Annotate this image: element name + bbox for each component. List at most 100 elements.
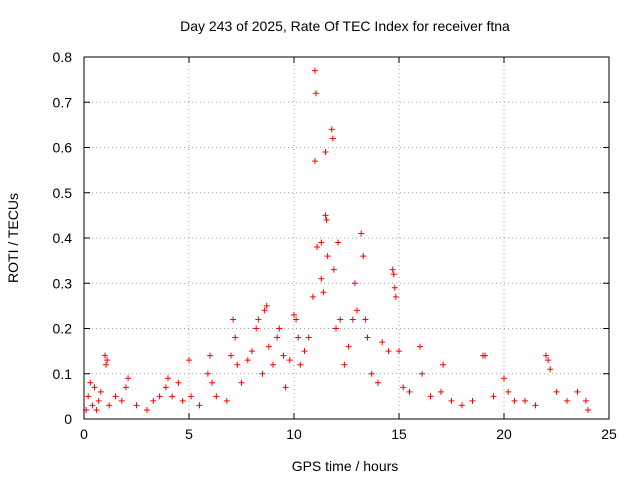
x-tick-label: 20 <box>496 426 512 442</box>
data-point <box>312 158 318 165</box>
data-point <box>186 357 192 364</box>
data-point <box>133 402 140 409</box>
data-point <box>249 348 255 355</box>
data-point <box>204 370 211 377</box>
data-points <box>83 67 591 413</box>
data-point <box>102 352 108 359</box>
y-tick-label: 0.5 <box>53 185 73 201</box>
gridlines <box>84 57 609 419</box>
data-point <box>328 126 335 133</box>
data-point <box>419 370 426 377</box>
x-tick-label: 10 <box>286 426 302 442</box>
data-point <box>505 388 512 395</box>
data-point <box>244 357 251 364</box>
data-point <box>390 271 397 278</box>
data-point <box>501 375 507 382</box>
data-point <box>545 357 552 364</box>
data-point <box>532 402 539 409</box>
data-point <box>282 384 289 391</box>
data-point <box>207 352 213 359</box>
data-point <box>223 397 230 404</box>
data-point <box>196 402 203 409</box>
data-point <box>400 384 407 391</box>
data-point <box>459 402 465 409</box>
y-tick-label: 0.4 <box>53 230 73 246</box>
data-point <box>305 334 312 341</box>
data-point <box>259 370 266 377</box>
data-point <box>564 397 570 404</box>
data-point <box>179 397 186 404</box>
data-point <box>582 397 589 404</box>
data-point <box>85 393 92 400</box>
chart-title: Day 243 of 2025, Rate Of TEC Index for r… <box>180 18 510 34</box>
data-point <box>297 361 304 368</box>
data-point <box>385 348 392 355</box>
data-point <box>333 325 339 332</box>
y-tick-label: 0.7 <box>53 94 73 110</box>
data-point <box>320 289 327 296</box>
data-point <box>427 393 434 400</box>
data-point <box>106 402 113 409</box>
data-point <box>368 370 375 377</box>
data-point <box>553 388 560 395</box>
data-point <box>585 406 591 413</box>
data-point <box>547 366 554 373</box>
data-point <box>543 352 549 359</box>
data-point <box>188 393 195 400</box>
data-point <box>396 348 402 355</box>
data-point <box>312 67 318 74</box>
data-point <box>392 293 399 300</box>
data-point <box>104 357 111 364</box>
data-point <box>293 316 300 323</box>
y-tick-label: 0 <box>64 411 72 427</box>
data-point <box>322 149 329 156</box>
data-point <box>490 393 497 400</box>
data-point <box>144 406 150 413</box>
data-point <box>169 393 176 400</box>
data-point <box>349 316 356 323</box>
data-point <box>337 316 344 323</box>
data-point <box>232 334 239 341</box>
axis-ticks: 0 5 10 15 20 25 0 0.1 0.2 0.3 0.4 0.5 0.6 0.7 0.8 <box>53 49 617 442</box>
y-tick-label: 0.1 <box>53 366 73 382</box>
data-point <box>329 135 336 142</box>
data-point <box>314 244 321 251</box>
data-point <box>389 266 396 273</box>
data-point <box>345 343 352 350</box>
data-point <box>522 397 528 404</box>
data-point <box>318 239 325 246</box>
data-point <box>150 397 157 404</box>
data-point <box>123 384 129 391</box>
data-point <box>335 239 342 246</box>
data-point <box>295 334 302 341</box>
data-point <box>165 375 171 382</box>
y-tick-label: 0.2 <box>53 321 73 337</box>
data-point <box>469 397 476 404</box>
data-point <box>274 334 281 341</box>
data-point <box>95 397 102 404</box>
data-point <box>364 334 371 341</box>
x-tick-label: 15 <box>391 426 407 442</box>
data-point <box>322 212 329 219</box>
data-point <box>448 397 455 404</box>
data-point <box>362 316 369 323</box>
y-tick-label: 0.8 <box>53 49 73 65</box>
data-point <box>97 388 104 395</box>
data-point <box>324 253 331 260</box>
data-point <box>103 361 110 368</box>
x-axis-label: GPS time / hours <box>292 458 399 474</box>
data-point <box>238 379 245 386</box>
data-point <box>209 379 216 386</box>
data-point <box>255 316 262 323</box>
x-tick-label: 25 <box>601 426 617 442</box>
plot-frame <box>83 56 610 420</box>
data-point <box>375 379 381 386</box>
data-point <box>482 352 489 359</box>
data-point <box>234 361 241 368</box>
data-point <box>438 388 444 395</box>
data-point <box>301 348 308 355</box>
data-point <box>175 379 182 386</box>
data-point <box>230 316 237 323</box>
y-axis-label: ROTI / TECUs <box>5 193 21 283</box>
